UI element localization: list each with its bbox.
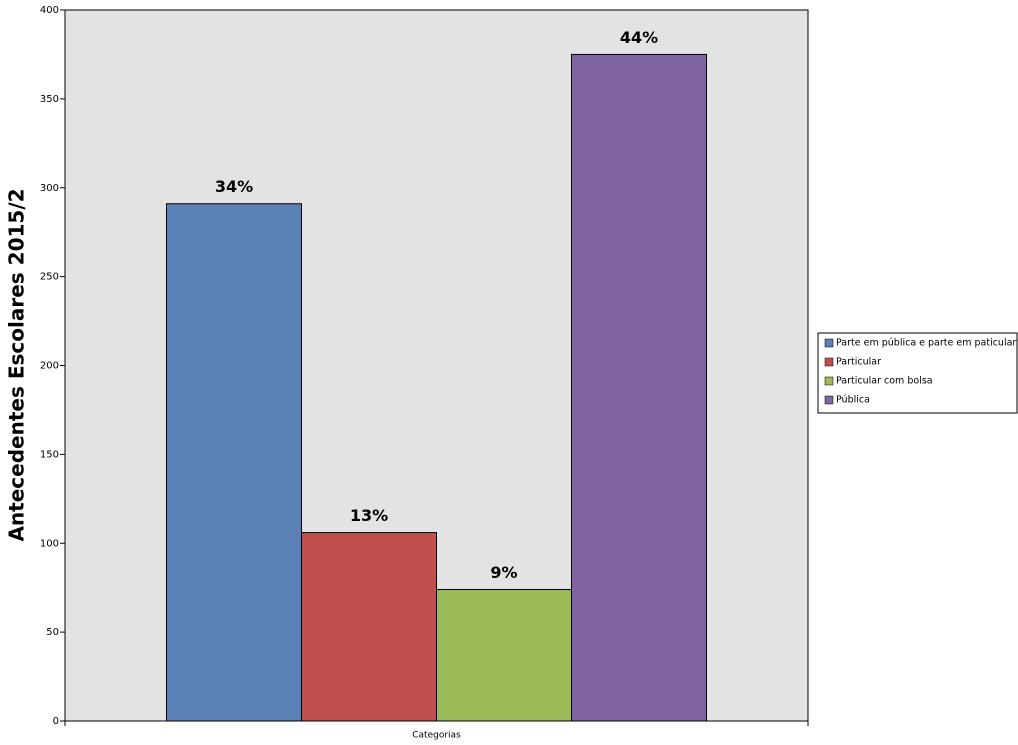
y-tick-label: 250	[40, 272, 59, 283]
y-tick-label: 0	[53, 716, 59, 727]
data-label: 13%	[350, 506, 388, 525]
legend-label: Pública	[836, 395, 870, 406]
legend-swatch	[824, 395, 834, 405]
legend-swatch	[824, 357, 834, 367]
legend	[817, 332, 1018, 414]
y-tick-label: 200	[40, 361, 59, 372]
legend-swatch	[824, 338, 834, 348]
y-tick-label: 300	[40, 183, 59, 194]
legend-label: Parte em pública e parte em paticular	[836, 338, 1016, 349]
data-label: 44%	[620, 28, 658, 47]
y-tick-label: 350	[40, 94, 59, 105]
legend-label: Particular	[836, 357, 881, 368]
y-tick-label: 50	[46, 627, 59, 638]
y-tick-label: 100	[40, 538, 59, 549]
bar	[571, 53, 707, 722]
y-tick-label: 150	[40, 449, 59, 460]
x-tick-label: Categorias	[412, 731, 461, 741]
legend-swatch	[824, 376, 834, 386]
y-tick-label: 400	[40, 5, 59, 16]
legend-label: Particular com bolsa	[836, 376, 933, 387]
bar	[166, 203, 302, 722]
data-label: 34%	[215, 177, 253, 196]
bar	[301, 532, 437, 722]
y-axis-label: Antecedentes Escolares 2015/2	[5, 188, 29, 541]
bar	[436, 588, 572, 722]
data-label: 9%	[490, 563, 517, 582]
